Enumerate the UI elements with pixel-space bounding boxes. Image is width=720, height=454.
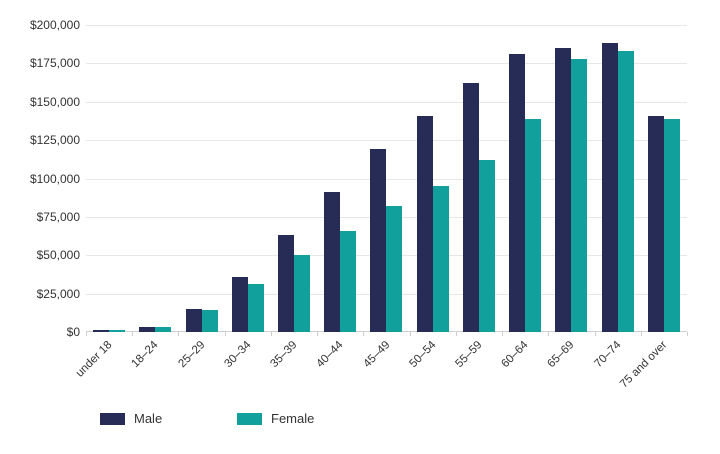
x-axis-tick <box>132 332 133 336</box>
bar-male-75-and-over <box>647 116 664 332</box>
bar-female-18-24 <box>155 327 172 332</box>
cluster-18-24 <box>139 327 172 332</box>
bar-female-70-74 <box>617 51 634 332</box>
bar-clusters <box>86 25 687 332</box>
x-axis-tick <box>225 332 226 336</box>
bar-female-75-and-over <box>663 119 680 332</box>
bar-male-30-34 <box>231 277 248 332</box>
x-axis-tick <box>86 332 87 336</box>
bar-male-18-24 <box>139 327 156 332</box>
cluster-35-39 <box>277 235 310 332</box>
cluster-40-44 <box>324 192 357 332</box>
cluster-30-34 <box>231 277 264 332</box>
y-tick-label-50-000: $50,000 <box>36 248 80 262</box>
bar-male-55-59 <box>462 83 479 332</box>
cluster-50-54 <box>416 116 449 332</box>
bar-chart: $0 $25,000 $50,000 $75,000 $100,000 $125,000 $… <box>0 18 720 429</box>
x-axis-tick <box>548 332 549 336</box>
legend-label-male: Male <box>134 411 163 426</box>
y-tick-label-100-000: $100,000 <box>29 172 80 186</box>
cluster-45-49 <box>370 149 403 332</box>
x-axis-tick <box>410 332 411 336</box>
x-axis-tick <box>363 332 364 336</box>
cluster-70-74 <box>601 43 634 332</box>
y-tick-label-0: $0 <box>66 325 80 339</box>
bar-female-40-44 <box>340 231 357 332</box>
y-tick-label-125-000: $125,000 <box>29 133 80 147</box>
bar-female-35-39 <box>293 255 310 332</box>
plot-area <box>86 25 687 332</box>
bar-male-60-64 <box>509 54 526 332</box>
cluster-60-64 <box>509 54 542 332</box>
legend-swatch-male <box>100 412 125 425</box>
y-tick-label-75-000: $75,000 <box>36 210 80 224</box>
cluster-75-and-over <box>647 116 680 332</box>
bar-female-30-34 <box>247 284 264 332</box>
bar-female-50-54 <box>432 186 449 332</box>
gridline-125-000 <box>86 140 687 141</box>
legend-label-female: Female <box>271 411 315 426</box>
bar-male-45-49 <box>370 149 387 332</box>
bar-male-50-54 <box>416 116 433 332</box>
legend: Male Female <box>0 411 720 429</box>
bar-female-25-29 <box>201 310 218 332</box>
y-tick-label-175-000: $175,000 <box>29 56 80 70</box>
bar-male-35-39 <box>277 235 294 332</box>
gridline-175-000 <box>86 63 687 64</box>
x-axis-tick <box>595 332 596 336</box>
bar-male-70-74 <box>601 43 618 332</box>
x-axis-tick <box>317 332 318 336</box>
legend-item-male: Male <box>100 411 162 426</box>
x-axis-tick <box>456 332 457 336</box>
gridline-200-000 <box>86 25 687 26</box>
bar-female-65-69 <box>571 59 588 332</box>
bar-female-45-49 <box>386 206 403 332</box>
x-axis-tick <box>178 332 179 336</box>
bar-male-65-69 <box>555 48 572 332</box>
bar-female-55-59 <box>478 160 495 332</box>
x-axis-tick <box>687 332 688 336</box>
bar-female-under-18 <box>109 330 126 332</box>
legend-swatch-female <box>237 412 262 425</box>
bar-female-60-64 <box>525 119 542 332</box>
cluster-under-18 <box>93 330 126 332</box>
cluster-25-29 <box>185 309 218 332</box>
bar-male-40-44 <box>324 192 341 332</box>
y-tick-label-200-000: $200,000 <box>29 18 80 32</box>
legend-item-female: Female <box>237 411 314 426</box>
x-axis-tick <box>502 332 503 336</box>
x-axis-tick <box>271 332 272 336</box>
cluster-55-59 <box>462 83 495 332</box>
gridline-100-000 <box>86 179 687 180</box>
gridline-150-000 <box>86 102 687 103</box>
y-tick-label-25-000: $25,000 <box>36 287 80 301</box>
bar-male-under-18 <box>93 330 110 332</box>
x-axis-tick <box>641 332 642 336</box>
y-tick-label-150-000: $150,000 <box>29 95 80 109</box>
cluster-65-69 <box>555 48 588 332</box>
bar-male-25-29 <box>185 309 202 332</box>
